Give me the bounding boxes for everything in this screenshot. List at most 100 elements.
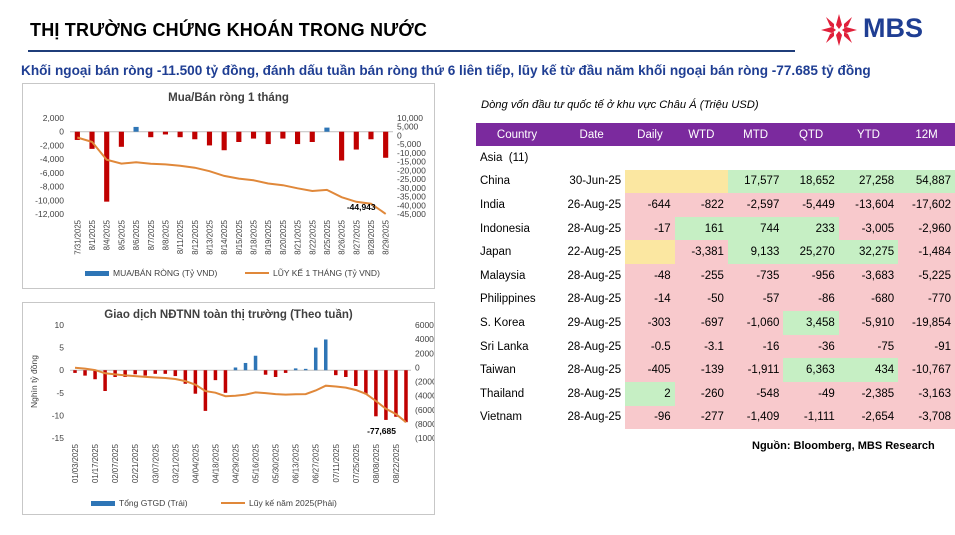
- line-end-label: -44,943: [347, 202, 376, 212]
- bar: [303, 368, 308, 371]
- bar: [89, 131, 95, 149]
- cell-ytd: -680: [838, 287, 899, 312]
- bar: [153, 370, 158, 374]
- bar: [173, 370, 178, 377]
- cell-country: China: [480, 175, 511, 188]
- table-row: China 30-Jun-25 17,577 18,652 27,258 54,887: [476, 169, 955, 194]
- net-buy-sell-chart: Mua/Bán ròng 1 tháng 2,000 0 -2,000 -4,000 -…: [22, 83, 435, 289]
- x-tick-label: 05/16/2025: [252, 443, 261, 483]
- cell-qtd: 18,652: [783, 169, 839, 194]
- legend-line-label: Lũy kế năm 2025(Phải): [249, 498, 337, 508]
- cell-daily: -14: [625, 287, 675, 312]
- y2-tick-label: -15,000: [397, 157, 426, 167]
- bar: [93, 370, 97, 380]
- x-tick-label: 04/04/2025: [191, 443, 200, 483]
- cell-12m: -19,854: [898, 311, 955, 335]
- cell-mtd: -548: [727, 381, 784, 406]
- x-tick-label: 04/29/2025: [231, 443, 240, 483]
- x-tick-label: 8/26/2025: [338, 219, 347, 254]
- x-tick-label: 07/25/2025: [352, 443, 361, 483]
- y-tick-label: -6,000: [40, 168, 64, 178]
- cell-date: 30-Jun-25: [569, 175, 622, 188]
- bar: [74, 131, 80, 140]
- col-wtd: WTD: [674, 123, 728, 146]
- cell-wtd: -260: [674, 381, 728, 406]
- col-country: Country: [476, 123, 559, 146]
- bar: [353, 131, 359, 150]
- y-tick-label: 0: [59, 127, 64, 137]
- chart1-legend-line: LŨY KẾ 1 THÁNG (Tỷ VND): [245, 268, 380, 278]
- table-row: Thailand 28-Aug-25 2 -260 -548 -49 -2,385 -3,16…: [476, 381, 955, 406]
- bar: [236, 131, 242, 142]
- cell-daily: [625, 240, 675, 264]
- capital-flow-table: Country Date Daily WTD MTD QTD YTD 12M A…: [476, 123, 955, 430]
- group-name: Asia: [480, 151, 503, 164]
- mbs-logo-icon: [821, 14, 857, 46]
- legend-line-swatch: [245, 272, 269, 274]
- cell-ytd: -3,683: [838, 263, 899, 288]
- x-tick-label: 8/29/2025: [382, 219, 391, 254]
- cell-country: Japan: [480, 246, 512, 259]
- y2-tick-label: -35,000: [397, 192, 426, 202]
- bar: [233, 367, 238, 371]
- bar: [123, 370, 127, 377]
- cell-mtd: -1,409: [727, 405, 784, 430]
- bar: [221, 131, 227, 151]
- bar: [73, 370, 77, 373]
- cell-12m: -2,960: [898, 216, 955, 241]
- cell-ytd: -2,654: [838, 405, 899, 430]
- table-row: Sri Lanka 28-Aug-25 -0.5 -3.1 -16 -36 -75 -91: [476, 334, 955, 359]
- cell-date: 28-Aug-25: [567, 340, 622, 353]
- y2-tick-label: (40000): [415, 391, 434, 401]
- bar: [374, 370, 378, 417]
- table-row: India 26-Aug-25 -644 -822 -2,597 -5,449 -13,60…: [476, 193, 955, 217]
- cell-ytd: 32,275: [838, 240, 899, 264]
- table-row: Japan 22-Aug-25 -3,381 9,133 25,270 32,275 -1,…: [476, 240, 955, 264]
- cell-qtd: -1,111: [783, 405, 839, 430]
- y-tick-label: -10: [52, 410, 65, 420]
- bar: [384, 370, 388, 420]
- bar: [104, 131, 110, 202]
- bar: [324, 127, 330, 132]
- cell-daily: [625, 169, 675, 194]
- cell-12m: -5,225: [898, 263, 955, 288]
- bar: [193, 370, 198, 394]
- col-mtd: MTD: [727, 123, 784, 146]
- bar: [177, 131, 183, 138]
- x-tick-label: 8/5/2025: [117, 219, 126, 250]
- col-12m: 12M: [898, 123, 955, 146]
- cell-qtd: -956: [783, 263, 839, 288]
- line-end-label: -77,685: [367, 426, 396, 436]
- cell-daily: -96: [625, 405, 675, 430]
- bar: [313, 347, 318, 371]
- x-tick-label: 8/12/2025: [191, 219, 200, 254]
- y2-tick-label: -30,000: [397, 183, 426, 193]
- cell-country: Sri Lanka: [480, 340, 529, 353]
- legend-bar-label: Tổng GTGD (Trái): [119, 498, 188, 508]
- cell-country: Thailand: [480, 387, 525, 400]
- cell-date: 29-Aug-25: [567, 316, 622, 329]
- cell-12m: -91: [898, 334, 955, 359]
- y-tick-label: -10,000: [35, 195, 64, 205]
- bar: [206, 131, 213, 146]
- x-tick-label: 8/27/2025: [352, 219, 361, 254]
- bar: [253, 355, 258, 371]
- y2-tick-label: 10,000: [397, 113, 423, 123]
- y2-tick-label: 5,000: [397, 122, 419, 132]
- cell-12m: -770: [898, 287, 955, 312]
- x-tick-label: 8/25/2025: [323, 219, 332, 254]
- cell-mtd: -2,597: [727, 193, 784, 217]
- y2-tick-label: -25,000: [397, 174, 426, 184]
- legend-line-label: LŨY KẾ 1 THÁNG (Tỷ VND): [273, 268, 380, 278]
- bar: [263, 370, 268, 375]
- cell-ytd: -13,604: [838, 193, 899, 217]
- y2-tick-label: (60000): [415, 405, 434, 415]
- cell-mtd: 17,577: [727, 169, 784, 194]
- bar: [364, 370, 368, 395]
- legend-line-swatch: [221, 502, 245, 504]
- x-tick-label: 8/11/2025: [176, 219, 185, 254]
- cell-12m: -3,163: [898, 381, 955, 406]
- bar: [103, 370, 107, 391]
